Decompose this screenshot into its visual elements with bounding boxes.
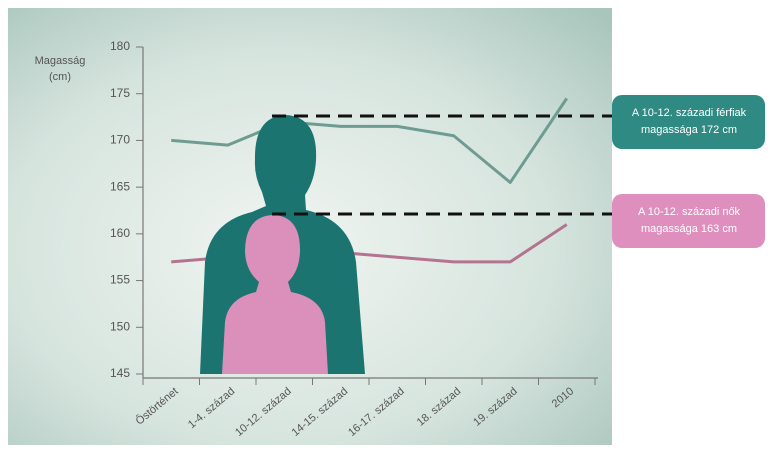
annotation-box (612, 194, 765, 248)
female-silhouette (222, 215, 328, 374)
annotation-text: magassága 163 cm (641, 223, 737, 235)
y-tick-label: 170 (110, 133, 130, 147)
annotation-text: magassága 172 cm (641, 124, 737, 136)
y-tick-label: 165 (110, 179, 130, 193)
y-axis-label: (cm) (49, 71, 71, 83)
y-tick-label: 180 (110, 39, 130, 53)
y-axis-label: Magasság (35, 55, 86, 67)
annotation-text: A 10-12. századi férfiak (632, 107, 747, 119)
annotation-text: A 10-12. századi nők (638, 206, 741, 218)
y-tick-label: 155 (110, 273, 130, 287)
y-tick-label: 175 (110, 86, 130, 100)
annotation-box (612, 95, 765, 149)
series-line (171, 97, 568, 184)
y-tick-label: 145 (110, 366, 130, 380)
y-tick-label: 150 (110, 319, 130, 333)
y-tick-label: 160 (110, 226, 130, 240)
